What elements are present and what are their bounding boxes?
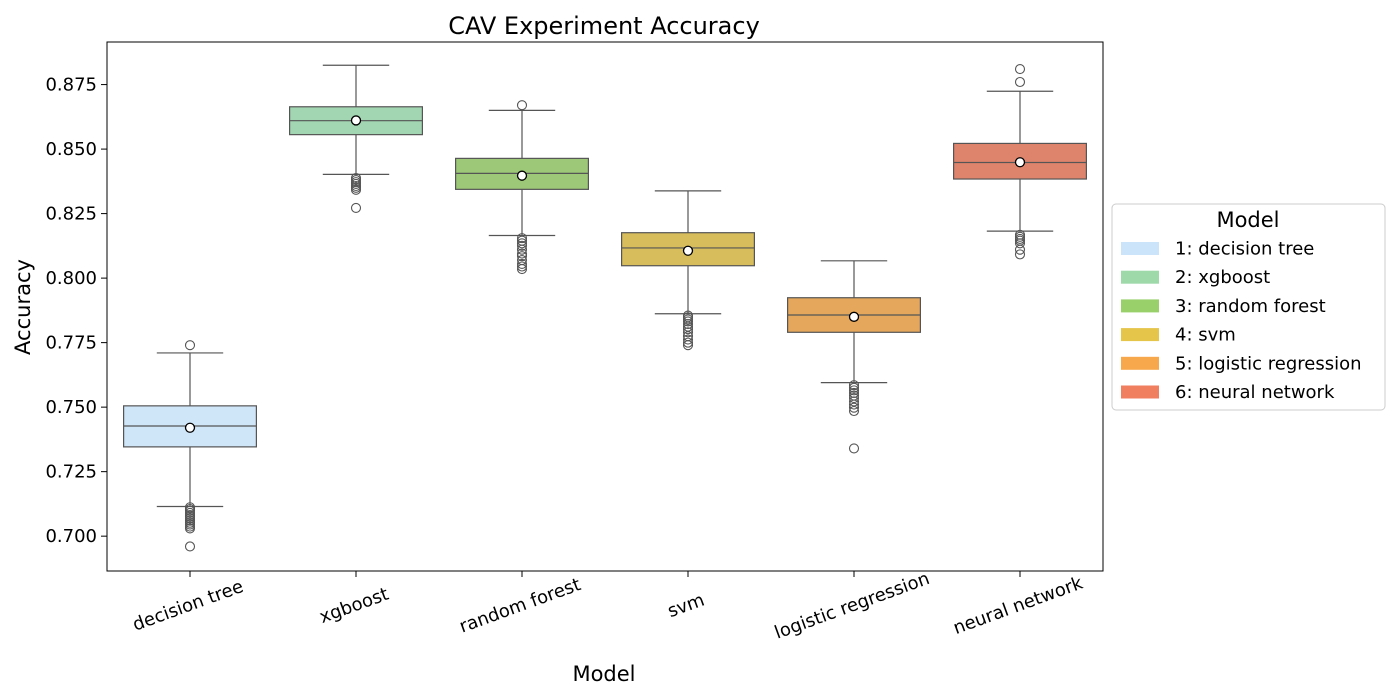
outlier-point: [848, 402, 860, 413]
outlier-point: [682, 318, 694, 330]
legend-label: 6: neural network: [1175, 382, 1335, 403]
legend-title: Model: [1216, 208, 1279, 232]
mean-marker: [1014, 157, 1026, 168]
mean-marker: [350, 115, 362, 126]
mean-marker: [848, 311, 860, 322]
outlier-point: [682, 327, 694, 338]
legend-item: 4: svm: [1121, 325, 1236, 346]
legend-swatch: [1121, 242, 1159, 255]
y-tick-label: 0.825: [45, 204, 97, 225]
outlier-point: [184, 541, 196, 552]
x-tick-label: logistic regression: [772, 568, 933, 644]
chart-title: CAV Experiment Accuracy: [448, 12, 760, 40]
x-tick-label: random forest: [457, 574, 584, 637]
y-tick-label: 0.700: [45, 526, 97, 547]
mean-marker: [682, 245, 694, 256]
legend-item: 1: decision tree: [1121, 239, 1314, 260]
box-svm: [620, 190, 755, 351]
outlier-point: [516, 240, 528, 251]
legend-item: 3: random forest: [1121, 296, 1326, 317]
outlier-point: [1014, 238, 1026, 249]
legend-label: 4: svm: [1175, 325, 1236, 346]
y-tick-label: 0.750: [45, 397, 97, 418]
outlier-point: [516, 251, 528, 262]
outlier-point: [848, 405, 860, 417]
y-tick-label: 0.850: [45, 139, 97, 160]
mean-marker: [516, 170, 528, 181]
outlier-point: [682, 337, 694, 348]
outlier-point: [516, 238, 528, 249]
outlier-point: [848, 382, 860, 393]
legend-swatch: [1121, 270, 1159, 284]
legend-swatch: [1121, 356, 1159, 370]
outlier-point: [1014, 76, 1026, 88]
outlier-point: [516, 258, 528, 269]
outlier-point: [682, 334, 694, 345]
legend-label: 3: random forest: [1175, 296, 1326, 317]
y-axis: 0.700 0.725 0.750 0.775 0.800 0.825 0.850 0.875: [45, 75, 107, 547]
x-axis: decision tree xgboost random forest svm logi…: [130, 568, 1086, 644]
outlier-point: [1014, 64, 1026, 75]
x-tick-label: neural network: [951, 572, 1087, 638]
legend-entries: 1: decision tree 2: xgboost 3: random fore…: [1121, 239, 1362, 403]
plot-area: [106, 41, 1104, 572]
legend-label: 2: xgboost: [1175, 267, 1270, 288]
outlier-point: [516, 248, 528, 259]
outlier-point: [516, 100, 528, 111]
outlier-point: [516, 264, 528, 275]
legend: Model 1: decision tree 2: xgboost 3: rando…: [1111, 203, 1386, 411]
box-random-forest: [455, 100, 590, 275]
box-series: [122, 64, 1087, 552]
legend-label: 5: logistic regression: [1175, 353, 1362, 374]
y-tick-label: 0.775: [45, 333, 97, 354]
x-axis-label: Model: [572, 662, 635, 686]
outlier-point: [848, 443, 860, 454]
outlier-point: [1014, 249, 1026, 260]
outlier-point: [516, 244, 528, 255]
outlier-point: [848, 380, 860, 391]
y-tick-label: 0.875: [45, 75, 97, 96]
y-tick-label: 0.800: [45, 268, 97, 289]
box-xgboost: [289, 64, 424, 213]
box-neural-network: [952, 64, 1087, 260]
legend-item: 2: xgboost: [1121, 267, 1270, 288]
legend-swatch: [1121, 385, 1159, 399]
outlier-point: [516, 261, 528, 272]
legend-item: 5: logistic regression: [1121, 353, 1362, 374]
outlier-point: [682, 316, 694, 327]
outlier-point: [682, 324, 694, 335]
legend-swatch: [1121, 299, 1159, 313]
legend-swatch: [1121, 328, 1159, 342]
outlier-point: [184, 340, 196, 351]
legend-frame: [1111, 203, 1386, 411]
outlier-point: [848, 385, 860, 396]
y-axis-label: Accuracy: [11, 259, 35, 355]
x-tick-label: decision tree: [130, 576, 246, 635]
outlier-point: [350, 184, 362, 195]
y-tick-label: 0.725: [45, 462, 97, 483]
mean-marker: [184, 422, 196, 433]
box-decision-tree: [122, 340, 258, 552]
legend-item: 6: neural network: [1121, 382, 1335, 403]
outlier-point: [682, 340, 694, 351]
outlier-point: [848, 399, 860, 410]
x-tick-label: xgboost: [317, 584, 392, 628]
x-tick-label: svm: [665, 590, 707, 623]
box-logistic-regression: [786, 260, 921, 454]
legend-label: 1: decision tree: [1175, 239, 1314, 260]
outlier-point: [1014, 244, 1026, 255]
outlier-point: [516, 233, 528, 244]
outlier-point: [184, 523, 196, 534]
outlier-point: [350, 202, 362, 213]
